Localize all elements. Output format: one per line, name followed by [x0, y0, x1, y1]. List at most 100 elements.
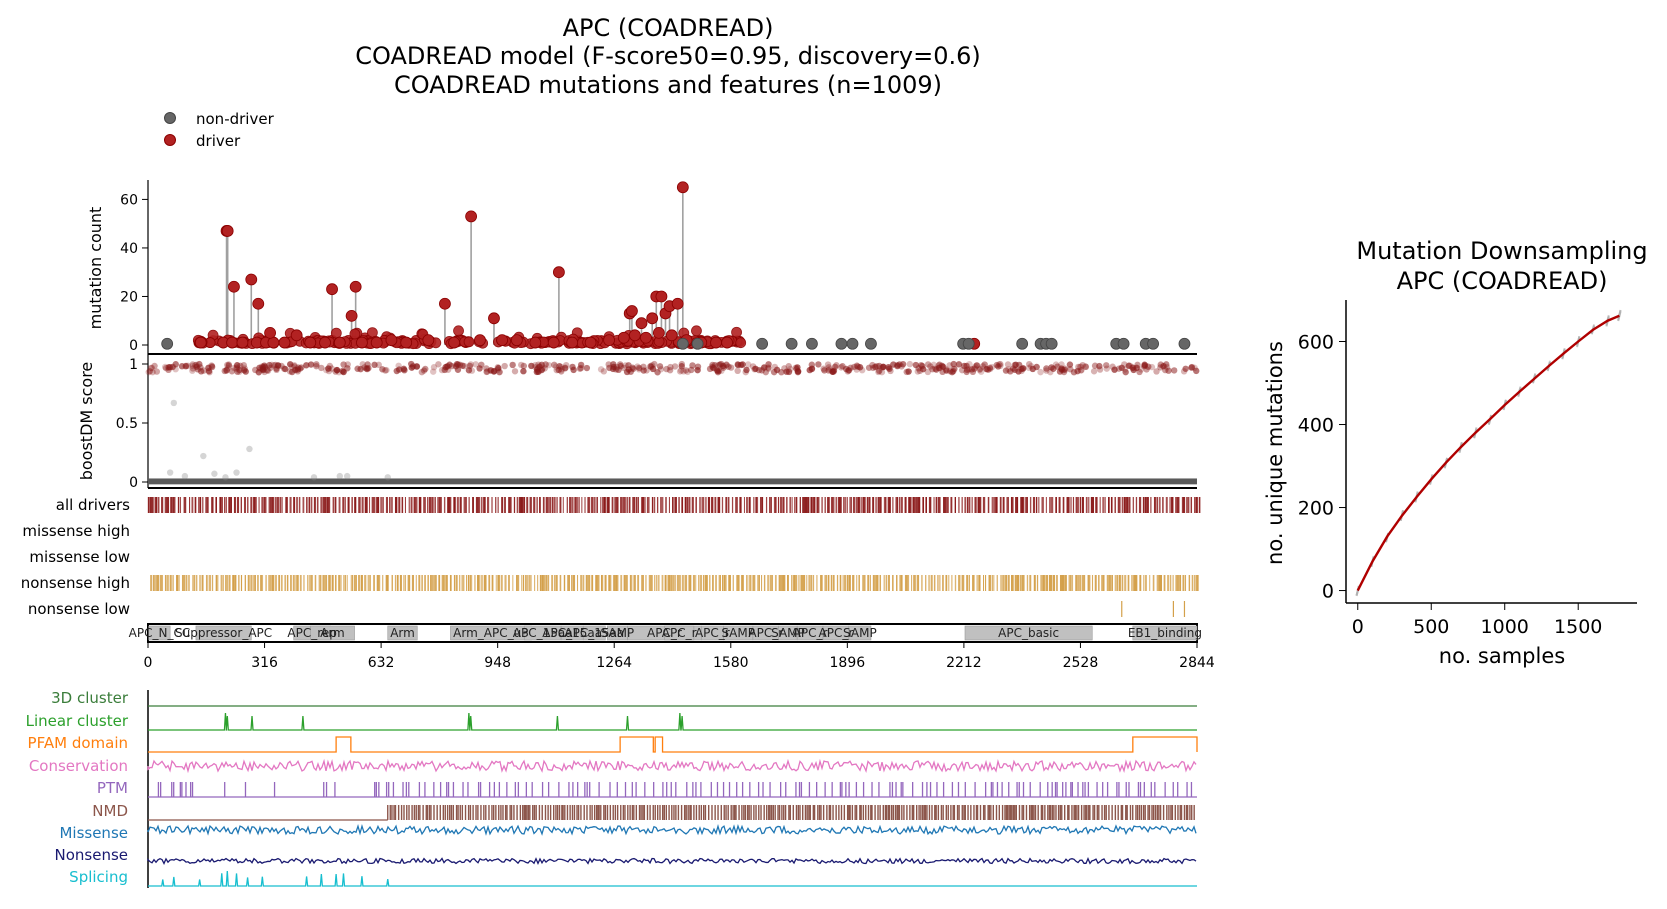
score-point-high-73 [357, 365, 364, 373]
needle-point-driver-20 [529, 336, 542, 349]
legend-marker-nondriver [164, 112, 176, 124]
score-point-high-214 [520, 362, 528, 370]
needle-point-driver-10 [333, 336, 346, 349]
score-point-high-85 [1043, 365, 1050, 372]
score-point-high-354 [1019, 365, 1027, 372]
score-point-high-314 [903, 368, 910, 376]
score-point-high-504 [946, 368, 954, 375]
score-point-high-389 [851, 363, 858, 371]
domain-label-11: APC_r [662, 626, 697, 640]
score-point-high-489 [640, 363, 647, 370]
score-point-high-453 [153, 368, 161, 375]
score-point-high-277 [274, 362, 282, 369]
score-point-high-75 [689, 362, 696, 369]
score-point-high-168 [1026, 360, 1033, 368]
domain-xtick-label-948: 948 [484, 655, 511, 671]
score-point-high-420 [240, 362, 248, 369]
feature-line-2 [148, 736, 1198, 753]
feature-line-3 [147, 758, 1197, 774]
feature-line-8 [148, 870, 1197, 887]
needle-point-driver-12 [370, 336, 383, 349]
score-point-high-71 [225, 361, 232, 368]
domain-label-10: APC_r [647, 626, 682, 640]
score-point-high-407 [383, 366, 390, 374]
score-point-high-259 [930, 361, 937, 369]
score-point-high-417 [1020, 365, 1027, 372]
domain-box-0 [148, 625, 171, 641]
score-point-high-190 [577, 361, 585, 369]
score-point-high-308 [1163, 363, 1171, 371]
score-point-high-468 [667, 363, 674, 371]
needle-point-head-7 [326, 283, 338, 296]
score-point-high-337 [461, 362, 468, 370]
score-point-high-317 [1129, 364, 1136, 371]
domain-box-20 [1132, 625, 1198, 641]
needle-point-nondriver-3 [756, 337, 769, 350]
domain-box-3 [309, 625, 355, 641]
score-point-high-180 [615, 366, 622, 374]
downsampling-ytick-label-400: 400 [1298, 415, 1334, 437]
score-point-high-233 [781, 365, 788, 372]
score-point-high-322 [196, 360, 203, 368]
downsampling-mean-line [1356, 314, 1620, 592]
feature-track-1 [148, 712, 1197, 731]
score-point-high-445 [365, 364, 372, 372]
score-point-high-458 [906, 360, 914, 368]
score-point-high-92 [765, 361, 772, 368]
domain-box-4 [387, 625, 418, 641]
score-point-high-142 [1004, 361, 1012, 368]
needle-point-driver-27 [640, 331, 652, 344]
feature-label-0: 3D cluster [51, 689, 129, 707]
domain-label-12: APC_r [695, 626, 730, 640]
feature-track-5 [148, 805, 1195, 821]
score-point-high-456 [1050, 365, 1057, 372]
score-point-high-508 [894, 361, 901, 369]
track-4 [1121, 601, 1186, 617]
score-point-high-491 [935, 362, 942, 369]
downsampling-xtick-label-0: 0 [1352, 616, 1364, 638]
score-point-high-44 [743, 366, 750, 374]
score-point-high-359 [1066, 361, 1074, 368]
score-point-high-197 [395, 362, 402, 369]
score-point-high-273 [1188, 363, 1196, 371]
domain-label-14: APC_r [748, 626, 783, 640]
score-point-high-295 [1025, 364, 1033, 372]
score-point-high-274 [476, 365, 483, 372]
score-point-high-484 [1096, 366, 1104, 373]
score-point-high-350 [986, 364, 994, 372]
score-point-high-368 [869, 364, 877, 372]
needle-point-driver-dense-191 [330, 327, 342, 339]
needle-plot: mutation count 0 20 40 60 [86, 180, 1191, 354]
score-point-high-110 [649, 365, 657, 373]
score-point-high-394 [146, 367, 154, 375]
feature-track-4 [148, 782, 1197, 798]
score-point-high-186 [339, 367, 346, 375]
score-point-high-360 [162, 364, 170, 372]
score-point-high-400 [1011, 361, 1018, 369]
score-point-high-358 [1079, 361, 1086, 369]
feature-label-8: Splicing [69, 868, 128, 886]
score-point-high-338 [542, 361, 549, 368]
score-point-high-262 [762, 368, 769, 376]
score-point-high-461 [303, 362, 310, 369]
score-point-high-518 [268, 361, 275, 369]
score-point-high-293 [785, 363, 792, 370]
domain-label-5: Arm_APC_u3 [453, 626, 529, 640]
score-point-high-327 [1078, 367, 1085, 374]
score-point-high-282 [1157, 361, 1164, 368]
chart-title-line-3: COADREAD mutations and features (n=1009) [394, 71, 942, 99]
needle-point-driver-2 [226, 336, 238, 349]
needle-point-driver-0 [194, 336, 207, 349]
score-point-high-303 [453, 361, 461, 368]
feature-line-1 [148, 712, 1197, 731]
score-point-high-419 [1058, 365, 1065, 372]
score-point-high-36 [224, 361, 231, 369]
score-point-high-163 [742, 368, 749, 376]
feature-label-2: PFAM domain [28, 734, 128, 752]
needle-point-head-19 [655, 290, 668, 303]
score-point-outlier-6 [181, 472, 189, 480]
domain-label-20: EB1_binding [1128, 626, 1202, 640]
feature-track-8 [148, 870, 1197, 887]
domain-label-15: SAMP [771, 626, 805, 640]
